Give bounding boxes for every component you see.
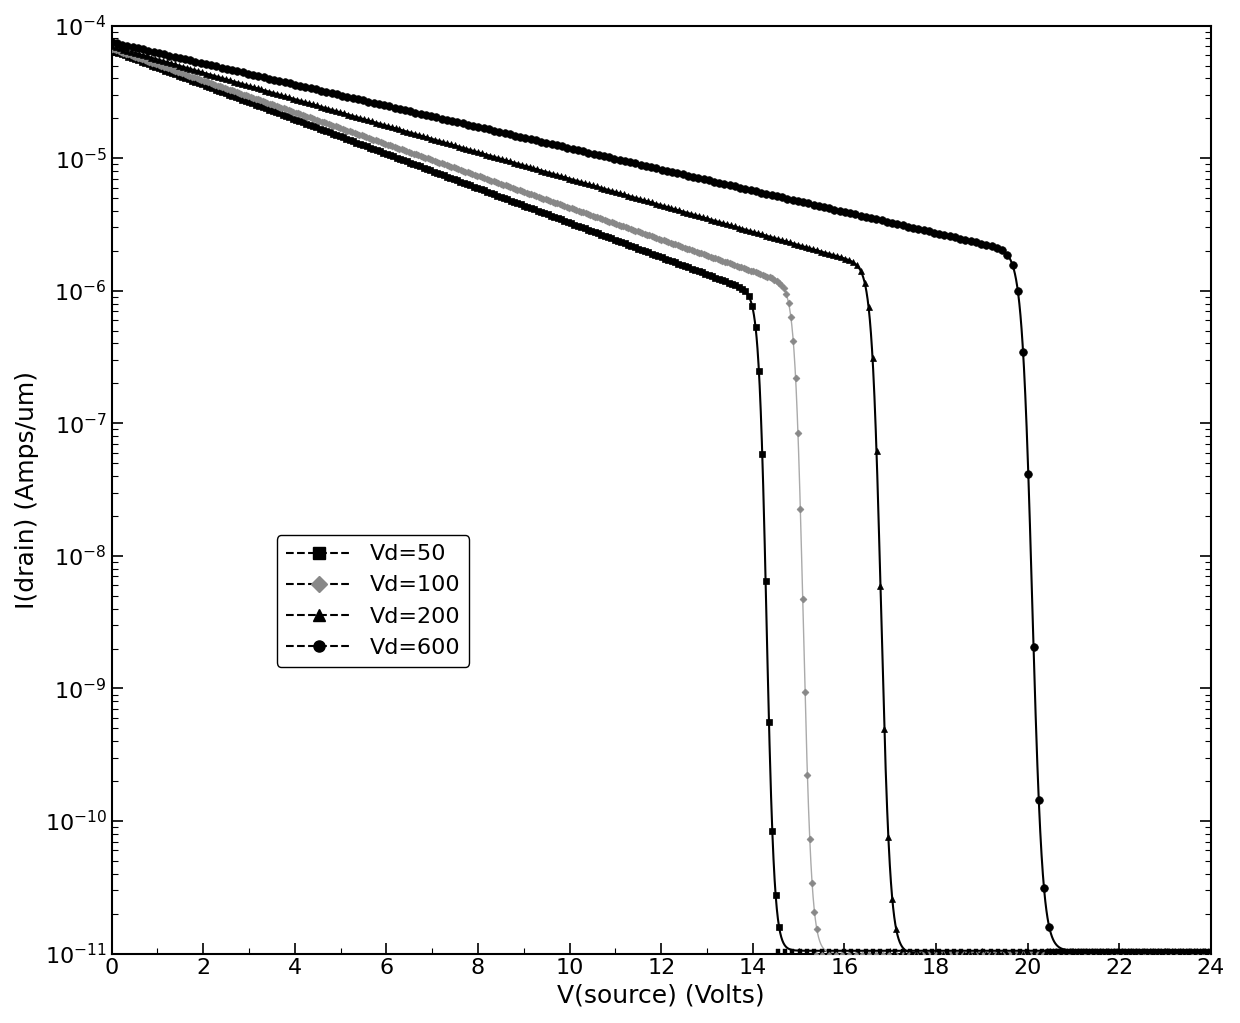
Y-axis label: I(drain) (Amps/um): I(drain) (Amps/um) bbox=[15, 370, 38, 609]
Legend: Vd=50, Vd=100, Vd=200, Vd=600: Vd=50, Vd=100, Vd=200, Vd=600 bbox=[277, 535, 470, 667]
X-axis label: V(source) (Volts): V(source) (Volts) bbox=[558, 984, 765, 1008]
